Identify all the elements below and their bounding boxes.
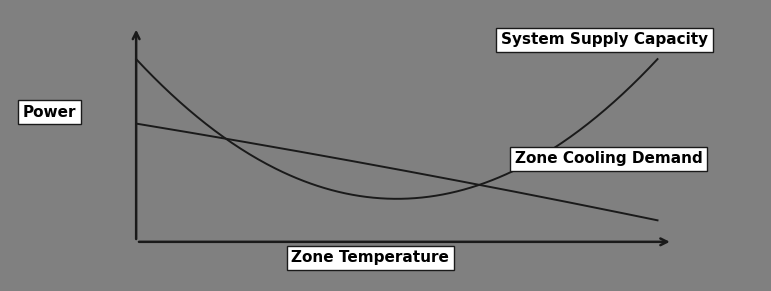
Text: Zone Temperature: Zone Temperature bbox=[291, 250, 449, 265]
Text: Power: Power bbox=[22, 105, 76, 120]
Text: System Supply Capacity: System Supply Capacity bbox=[501, 32, 709, 47]
Text: Zone Cooling Demand: Zone Cooling Demand bbox=[514, 151, 702, 166]
